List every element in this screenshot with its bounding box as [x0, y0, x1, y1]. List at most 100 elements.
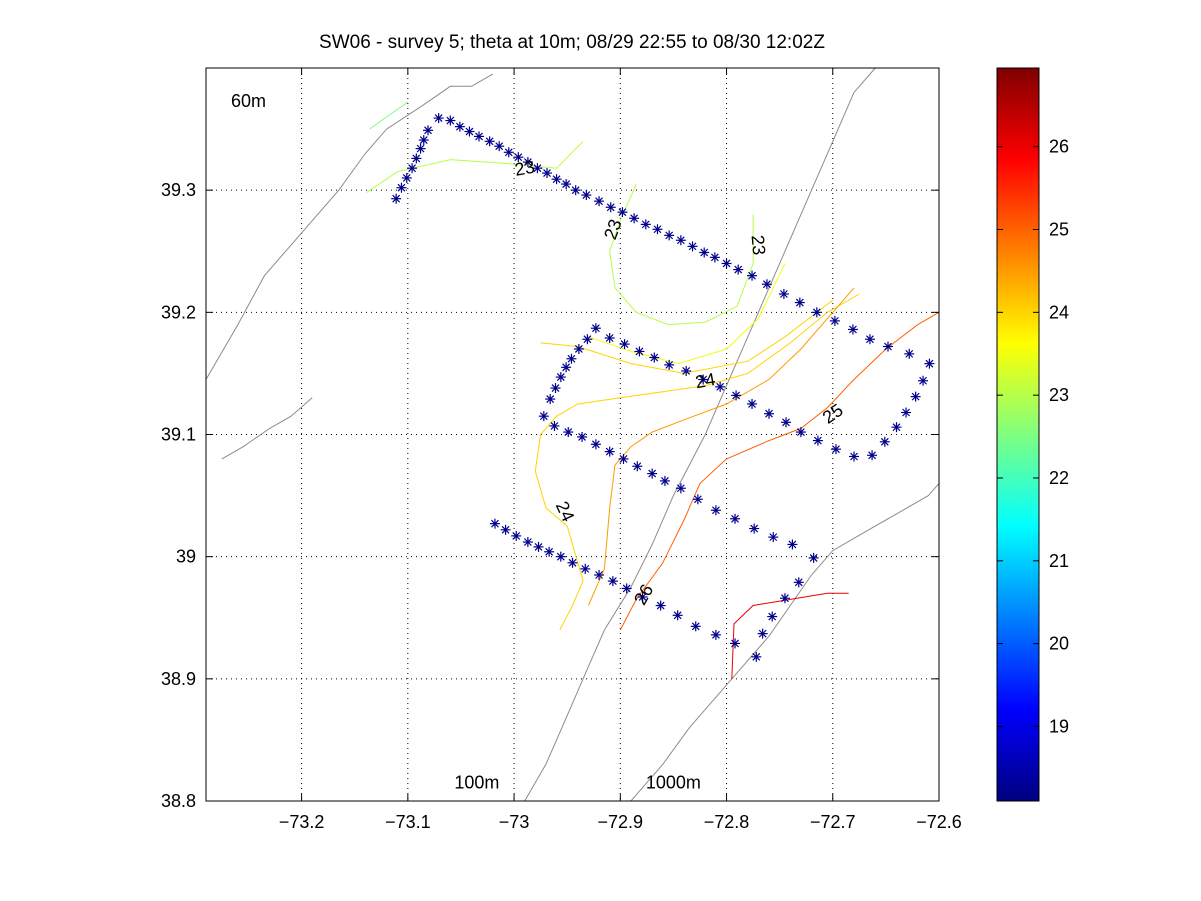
station-marker [522, 537, 533, 548]
station-marker [618, 453, 629, 464]
x-tick-label: −72.7 [810, 812, 856, 832]
station-marker [647, 468, 658, 479]
station-marker [781, 417, 792, 428]
station-marker [617, 207, 628, 218]
x-tick-label: −73.2 [279, 812, 325, 832]
station-marker [864, 334, 875, 345]
station-marker [847, 324, 858, 335]
station-marker [637, 591, 648, 602]
station-marker [709, 252, 720, 263]
station-marker [699, 247, 710, 258]
chart-title: SW06 - survey 5; theta at 10m; 08/29 22:… [319, 32, 825, 53]
station-marker [910, 391, 921, 402]
station-marker [550, 383, 561, 394]
station-marker [544, 546, 555, 557]
station-marker [779, 593, 790, 604]
station-marker [561, 362, 572, 373]
station-marker [698, 374, 709, 385]
station-marker [918, 375, 929, 386]
station-marker [542, 168, 553, 179]
station-marker [573, 343, 584, 354]
x-tick-label: −72.9 [598, 812, 644, 832]
isobath-label: 1000m [646, 773, 701, 793]
colorbar-tick-label: 22 [1049, 468, 1069, 488]
station-marker [808, 552, 819, 563]
station-marker [555, 551, 566, 562]
contour-label: 23 [748, 234, 770, 256]
station-marker [767, 611, 778, 622]
contour-label: 24 [694, 369, 717, 392]
station-marker [605, 202, 616, 213]
station-marker [652, 224, 663, 235]
station-marker [794, 297, 805, 308]
station-marker [619, 339, 630, 350]
station-marker [621, 583, 632, 594]
station-marker [570, 185, 581, 196]
contour-line [609, 183, 754, 326]
station-marker [503, 147, 514, 158]
x-tick-label: −73.1 [385, 812, 431, 832]
station-marker [407, 163, 418, 174]
station-markers [391, 113, 935, 662]
x-axis: −73.2 −73.1 −73 −72.9 −72.8 −72.7 −72.6 [279, 68, 962, 832]
station-marker [768, 532, 779, 543]
station-marker [445, 115, 456, 126]
station-marker [812, 435, 823, 446]
colorbar-tick-label: 20 [1049, 634, 1069, 654]
contour-line [369, 101, 409, 130]
contour-line [587, 287, 855, 606]
station-marker [454, 121, 465, 132]
station-marker [577, 431, 588, 442]
y-tick-label: 39 [176, 547, 196, 567]
station-marker [401, 172, 412, 183]
station-marker [594, 569, 605, 580]
station-marker [664, 359, 675, 370]
y-tick-label: 38.8 [161, 791, 196, 811]
station-marker [604, 332, 615, 343]
isobath-line [205, 73, 494, 380]
station-marker [590, 323, 601, 334]
station-marker [730, 638, 741, 649]
station-marker [629, 213, 640, 224]
station-marker [764, 408, 775, 419]
station-marker [811, 307, 822, 318]
station-marker [632, 461, 643, 472]
station-marker [464, 126, 475, 137]
contour-lines [366, 101, 940, 679]
station-marker [474, 131, 485, 142]
station-marker [829, 315, 840, 326]
station-marker [581, 190, 592, 201]
station-marker [500, 524, 511, 535]
station-marker [604, 446, 615, 457]
y-axis: 38.8 38.9 39 39.1 39.2 39.3 [161, 180, 939, 811]
colorbar-tick-label: 24 [1049, 302, 1069, 322]
isobath-line [221, 397, 313, 460]
station-marker [640, 219, 651, 230]
station-marker [924, 358, 935, 369]
station-marker [567, 557, 578, 568]
station-marker [582, 334, 593, 345]
station-marker [778, 289, 789, 300]
station-marker [891, 422, 902, 433]
station-marker [580, 563, 591, 574]
station-marker [545, 394, 556, 405]
station-marker [883, 341, 894, 352]
contour-line [588, 263, 786, 365]
station-marker [590, 439, 601, 450]
station-marker [879, 436, 890, 447]
station-marker [561, 179, 572, 190]
station-marker [733, 264, 744, 275]
contour-label: 23 [513, 157, 536, 180]
station-marker [659, 475, 670, 486]
station-marker [749, 523, 760, 534]
station-marker [418, 135, 429, 146]
station-marker [549, 420, 560, 431]
colorbar-tick-label: 25 [1049, 220, 1069, 240]
y-tick-label: 39.2 [161, 302, 196, 322]
station-marker [649, 352, 660, 363]
station-marker [433, 113, 444, 124]
station-marker [721, 258, 732, 269]
station-marker [904, 348, 915, 359]
station-marker [787, 539, 798, 550]
